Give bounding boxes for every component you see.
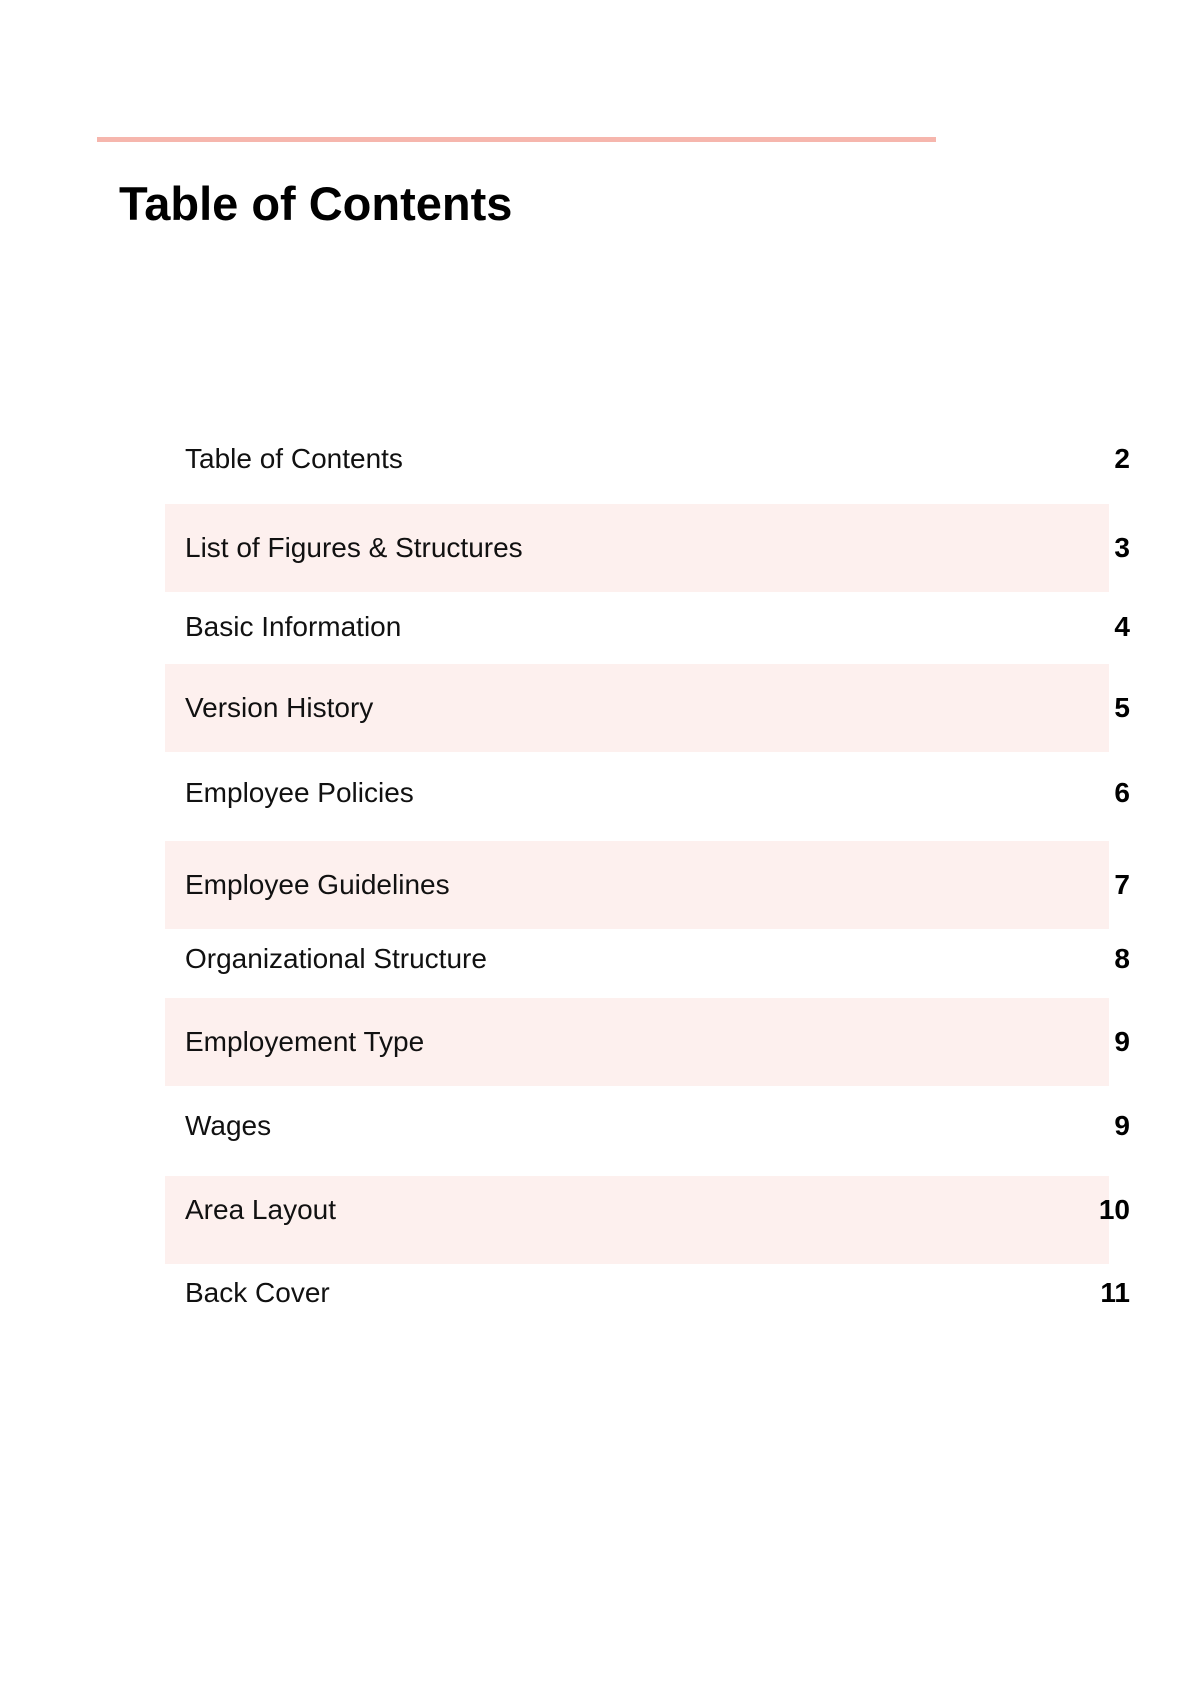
toc-entry-page-number: 10 bbox=[1098, 1194, 1130, 1225]
toc-entry-page-number: 9 bbox=[1114, 1026, 1130, 1057]
title-accent-rule bbox=[97, 137, 936, 142]
toc-entry-page-number: 4 bbox=[1114, 611, 1130, 642]
toc-entry-basic-information[interactable]: Basic Information 4 bbox=[165, 583, 1130, 671]
toc-entry-page-number: 2 bbox=[1114, 443, 1130, 474]
toc-entry-wages[interactable]: Wages 9 bbox=[165, 1082, 1130, 1170]
toc-entry-page-number: 8 bbox=[1114, 943, 1130, 974]
toc-entry-list-of-figures[interactable]: List of Figures & Structures 3 bbox=[165, 504, 1130, 592]
toc-entry-page-number: 9 bbox=[1114, 1110, 1130, 1141]
toc-entry-label: Table of Contents bbox=[185, 443, 403, 474]
toc-entry-area-layout[interactable]: Area Layout 10 bbox=[165, 1176, 1130, 1264]
toc-entry-label: Employee Guidelines bbox=[185, 869, 450, 900]
toc-entry-label: Employee Policies bbox=[185, 777, 414, 808]
toc-entry-label: List of Figures & Structures bbox=[185, 532, 523, 563]
toc-entry-label: Area Layout bbox=[185, 1194, 336, 1225]
toc-entry-employement-type[interactable]: Employement Type 9 bbox=[165, 998, 1130, 1086]
toc-entry-label: Version History bbox=[185, 692, 374, 723]
toc-entry-label: Back Cover bbox=[185, 1277, 330, 1308]
toc-entry-page-number: 5 bbox=[1114, 692, 1130, 723]
toc-entry-organizational-structure[interactable]: Organizational Structure 8 bbox=[165, 915, 1130, 1003]
page-title: Table of Contents bbox=[119, 177, 513, 230]
toc-entry-employee-policies[interactable]: Employee Policies 6 bbox=[165, 749, 1130, 837]
toc-entry-table-of-contents[interactable]: Table of Contents 2 bbox=[165, 415, 1130, 503]
toc-entry-label: Organizational Structure bbox=[185, 943, 487, 974]
toc-entry-page-number: 7 bbox=[1114, 869, 1130, 900]
toc-entry-back-cover[interactable]: Back Cover 11 bbox=[165, 1249, 1130, 1337]
toc-entry-label: Employement Type bbox=[185, 1026, 425, 1057]
toc-entry-page-number: 11 bbox=[1100, 1277, 1130, 1308]
toc-entry-employee-guidelines[interactable]: Employee Guidelines 7 bbox=[165, 841, 1130, 929]
toc-entry-label: Wages bbox=[185, 1110, 272, 1141]
toc-entry-version-history[interactable]: Version History 5 bbox=[165, 664, 1130, 752]
toc-entry-label: Basic Information bbox=[185, 611, 402, 642]
toc-entry-page-number: 6 bbox=[1114, 777, 1130, 808]
toc-entry-page-number: 3 bbox=[1114, 532, 1130, 563]
